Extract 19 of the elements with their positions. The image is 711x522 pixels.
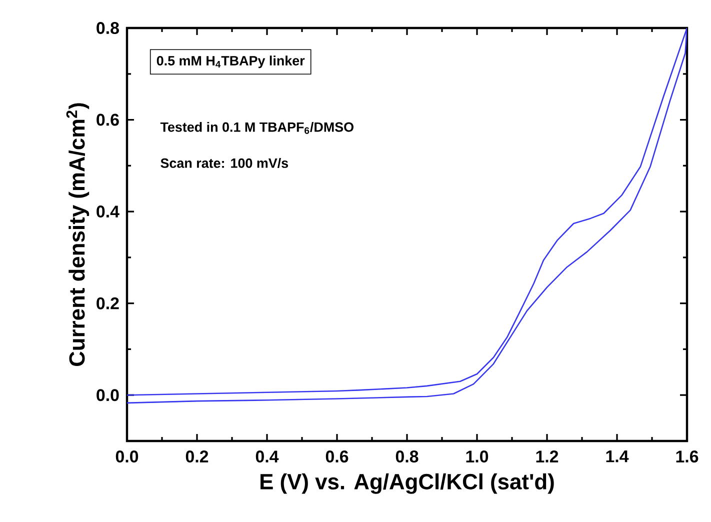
x-tick-label: 1.6 (676, 450, 698, 463)
x-tick-label: 0.6 (326, 450, 348, 463)
x-tick-label: 0.0 (116, 450, 138, 463)
x-tick-label: 1.2 (536, 450, 558, 462)
y-axis-title: Current density (mA/cm$^{2}$) (66, 103, 90, 366)
y-tick-label: 0.0 (96, 389, 119, 402)
y-tick-label: 0.2 (96, 297, 119, 310)
x-axis-title: E (V) vs. Ag/AgCl/KCl (sat'd) (260, 473, 554, 494)
x-tick-label: 0.8 (396, 450, 418, 463)
annotation: Tested in 0.1 M TBAPF$_{6}$/DMSO (160, 122, 354, 134)
annotation: Scan rate: 100 mV/s (160, 158, 288, 168)
x-tick-label: 1.4 (606, 450, 629, 462)
annotation: 0.5 mM H$_{4}$TBAPy linker (156, 56, 305, 68)
y-tick-label: 0.4 (96, 206, 120, 218)
x-tick-label: 0.2 (186, 450, 208, 463)
x-tick-label: 1.0 (466, 450, 488, 463)
y-tick-label: 0.6 (96, 114, 119, 126)
y-tick-label: 0.8 (96, 22, 119, 34)
x-tick-label: 0.4 (256, 450, 279, 463)
